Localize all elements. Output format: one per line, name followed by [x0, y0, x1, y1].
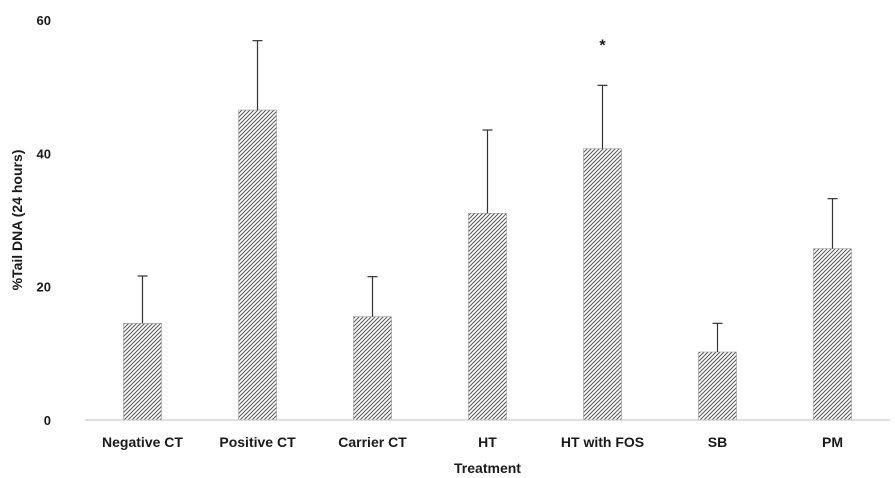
- bar: [698, 351, 737, 421]
- x-tick-label: SB: [708, 434, 727, 450]
- y-tick-label: 40: [37, 146, 51, 161]
- bars: [123, 109, 852, 421]
- y-tick-label: 0: [44, 413, 51, 428]
- bar: [238, 109, 277, 421]
- x-tick-label: Positive CT: [219, 434, 296, 450]
- error-bars: [137, 40, 838, 352]
- bar: [813, 248, 852, 421]
- x-axis-title: Treatment: [454, 460, 521, 476]
- y-tick-label: 20: [37, 280, 51, 295]
- significance-marker: *: [599, 37, 606, 54]
- x-tick-label: HT: [478, 434, 497, 450]
- x-tick-label: HT with FOS: [561, 434, 644, 450]
- bar: [353, 316, 392, 421]
- x-axis-tick-labels: Negative CT Positive CT Carrier CT HT HT wit…: [102, 434, 843, 450]
- bar: [583, 148, 622, 421]
- x-tick-label: Negative CT: [102, 434, 183, 450]
- annotations: *: [599, 37, 606, 54]
- x-tick-label: PM: [822, 434, 843, 450]
- x-tick-label: Carrier CT: [338, 434, 407, 450]
- y-tick-label: 60: [37, 13, 51, 28]
- y-axis-title: %Tail DNA (24 hours): [9, 150, 25, 291]
- bar: [468, 213, 507, 421]
- bar: [123, 323, 162, 421]
- y-axis-ticks: 0 20 40 60: [37, 13, 51, 428]
